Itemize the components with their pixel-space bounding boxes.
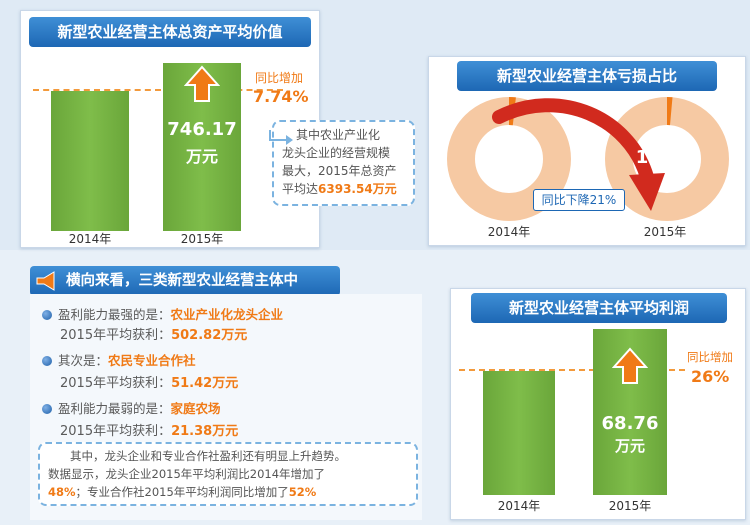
megaphone-icon <box>36 271 55 291</box>
assets-note-line1: 其中农业产业化 <box>296 128 381 142</box>
assets-xlabel-2015: 2015年 <box>180 232 224 246</box>
comparison-note-line2: 数据显示，龙头企业2015年平均利润比2014年增加了 <box>48 467 326 481</box>
assets-title: 新型农业经营主体总资产平均价值 <box>29 17 311 47</box>
loss-donut-2015 <box>605 96 729 221</box>
comparison-item-2-profit: 2015年平均获利：51.42万元 <box>60 376 239 391</box>
comparison-item-1-profit: 2015年平均获利：502.82万元 <box>60 328 248 343</box>
assets-xlabel-2014: 2014年 <box>68 232 112 246</box>
profit-value: 68.76 <box>601 413 659 434</box>
comparison-note-line1: 其中，龙头企业和专业合作社盈利还有明显上升趋势。 <box>70 449 346 463</box>
comparison-item-3-profit: 2015年平均获利：21.38万元 <box>60 424 239 439</box>
profit-xlabel-2015: 2015年 <box>608 499 652 513</box>
bullet-dot-icon <box>42 356 52 366</box>
comparison-item-3-row: 盈利能力最弱的是：家庭农场 <box>42 398 221 417</box>
loss-value-2015: 1.41% <box>635 147 699 168</box>
assets-up-arrow-icon <box>184 65 220 102</box>
comparison-item-2-row: 其次是：农民专业合作社 <box>42 350 196 369</box>
profit-change-value: 26% <box>691 367 730 386</box>
assets-note: 其中农业产业化 龙头企业的经营规模 最大，2015年总资产 平均达6393.54… <box>272 120 415 206</box>
profit-bar-2014 <box>483 371 555 495</box>
profit-change-label: 同比增加 <box>687 350 733 364</box>
assets-bar-2014 <box>51 91 129 231</box>
loss-xlabel-2015: 2015年 <box>643 225 687 239</box>
comparison-note-line3: 48%；专业合作社2015年平均利润同比增加了52% <box>48 485 317 499</box>
assets-note-line2: 龙头企业的经营规模 <box>282 146 391 160</box>
profit-up-arrow-icon <box>612 347 648 384</box>
profit-unit: 万元 <box>614 437 645 455</box>
loss-down-arrow-icon <box>492 98 665 211</box>
loss-value-2014: 1.79% <box>477 147 541 168</box>
assets-unit: 万元 <box>185 147 218 166</box>
bullet-dot-icon <box>42 310 52 320</box>
assets-note-line4: 平均达6393.54万元 <box>282 182 397 196</box>
assets-panel: 新型农业经营主体总资产平均价值 746.17 万元 2014年 2015年 同比… <box>20 10 320 248</box>
bullet-dot-icon <box>42 404 52 414</box>
loss-title: 新型农业经营主体亏损占比 <box>457 61 717 91</box>
assets-note-line3: 最大，2015年总资产 <box>282 164 397 178</box>
profit-xlabel-2014: 2014年 <box>497 499 541 513</box>
loss-panel: 新型农业经营主体亏损占比 1.79% 1.41% 同比下降21% 2014年 2… <box>428 56 746 246</box>
assets-note-pointer-icon <box>269 130 293 145</box>
profit-title: 新型农业经营主体平均利润 <box>471 293 727 323</box>
assets-change-label: 同比增加 <box>255 71 304 85</box>
comparison-heading: 横向来看，三类新型农业经营主体中 <box>30 266 340 296</box>
assets-value: 746.17 <box>167 119 237 140</box>
profit-dashed-line <box>459 369 685 371</box>
comparison-item-1-row: 盈利能力最强的是：农业产业化龙头企业 <box>42 304 283 323</box>
comparison-note: 其中，龙头企业和专业合作社盈利还有明显上升趋势。 数据显示，龙头企业2015年平… <box>38 442 418 506</box>
loss-change-badge: 同比下降21% <box>533 189 625 211</box>
assets-change-value: 7.74% <box>253 87 309 106</box>
assets-dashed-line <box>33 89 283 91</box>
profit-panel: 新型农业经营主体平均利润 68.76 万元 2014年 2015年 同比增加 2… <box>450 288 746 520</box>
loss-xlabel-2014: 2014年 <box>487 225 531 239</box>
